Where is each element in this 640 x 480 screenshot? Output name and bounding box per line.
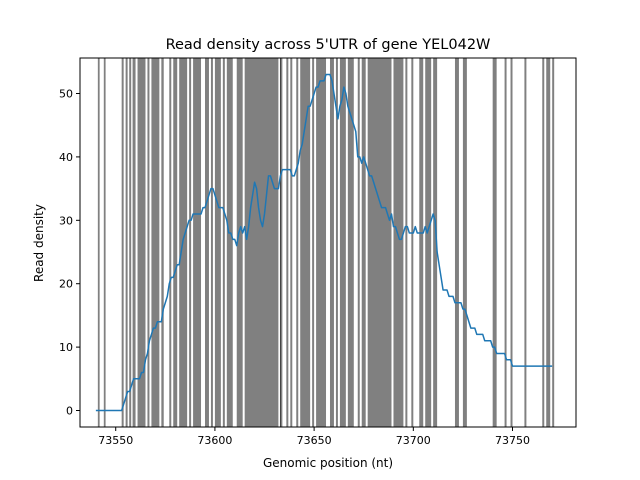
highlight-band (425, 58, 432, 427)
series-layer (95, 73, 553, 412)
highlight-band (97, 58, 100, 427)
highlight-band (329, 58, 334, 427)
highlight-band (462, 58, 467, 427)
highlight-band (147, 58, 150, 427)
y-tick-label: 10 (59, 341, 73, 354)
highlight-band (312, 58, 315, 427)
highlight-band (552, 58, 555, 427)
highlight-band (210, 58, 213, 427)
y-tick-label: 20 (59, 278, 73, 291)
highlight-band (335, 58, 338, 427)
highlight-band (504, 58, 507, 427)
x-tick-label: 73700 (396, 434, 431, 447)
y-axis-ticks: 0 10 20 30 40 50 (59, 88, 80, 418)
plot-frame (79, 57, 577, 428)
highlight-band (244, 58, 279, 427)
highlight-band (524, 58, 527, 427)
highlight-band (103, 58, 106, 427)
highlight-band (339, 58, 346, 427)
highlight-band (300, 58, 311, 427)
highlight-band (405, 58, 408, 427)
highlight-band (193, 58, 202, 427)
highlight-bands (97, 58, 555, 427)
highlight-band (169, 58, 172, 427)
highlight-band (411, 58, 414, 427)
y-axis-label: Read density (32, 204, 46, 282)
highlight-band (222, 58, 225, 427)
highlight-band (280, 58, 283, 427)
y-tick-label: 40 (59, 151, 73, 164)
series-line (95, 73, 553, 412)
highlight-band (296, 58, 299, 427)
highlight-band (286, 58, 289, 427)
highlight-band (189, 58, 192, 427)
y-tick-label: 50 (59, 88, 73, 101)
highlight-band (492, 58, 497, 427)
highlight-band (361, 58, 366, 427)
x-tick-label: 73600 (197, 434, 232, 447)
highlight-band (367, 58, 392, 427)
highlight-band (121, 58, 124, 427)
y-tick-label: 30 (59, 214, 73, 227)
highlight-band (151, 58, 160, 427)
highlight-band (347, 58, 354, 427)
highlight-band (204, 58, 209, 427)
x-tick-label: 73650 (297, 434, 332, 447)
highlight-band (161, 58, 164, 427)
highlight-band (316, 58, 327, 427)
highlight-band (454, 58, 459, 427)
y-tick-label: 0 (66, 405, 73, 418)
x-axis-label: Genomic position (nt) (263, 456, 393, 470)
highlight-band (357, 58, 360, 427)
x-tick-label: 73750 (495, 434, 530, 447)
highlight-band (290, 58, 293, 427)
x-axis-ticks: 73550 73600 73650 73700 73750 (98, 427, 530, 447)
x-tick-label: 73550 (98, 434, 133, 447)
highlight-band (546, 58, 551, 427)
highlight-band (214, 58, 221, 427)
highlight-band (433, 58, 438, 427)
highlight-band (137, 58, 146, 427)
highlight-band (510, 58, 513, 427)
highlight-band (129, 58, 132, 427)
highlight-band (132, 58, 136, 427)
highlight-band (125, 58, 128, 427)
highlight-band (419, 58, 424, 427)
highlight-band (393, 58, 404, 427)
highlight-band (173, 58, 178, 427)
chart-title: Read density across 5'UTR of gene YEL042… (166, 37, 491, 53)
highlight-band (236, 58, 243, 427)
highlight-band (542, 58, 545, 427)
highlight-band (226, 58, 233, 427)
